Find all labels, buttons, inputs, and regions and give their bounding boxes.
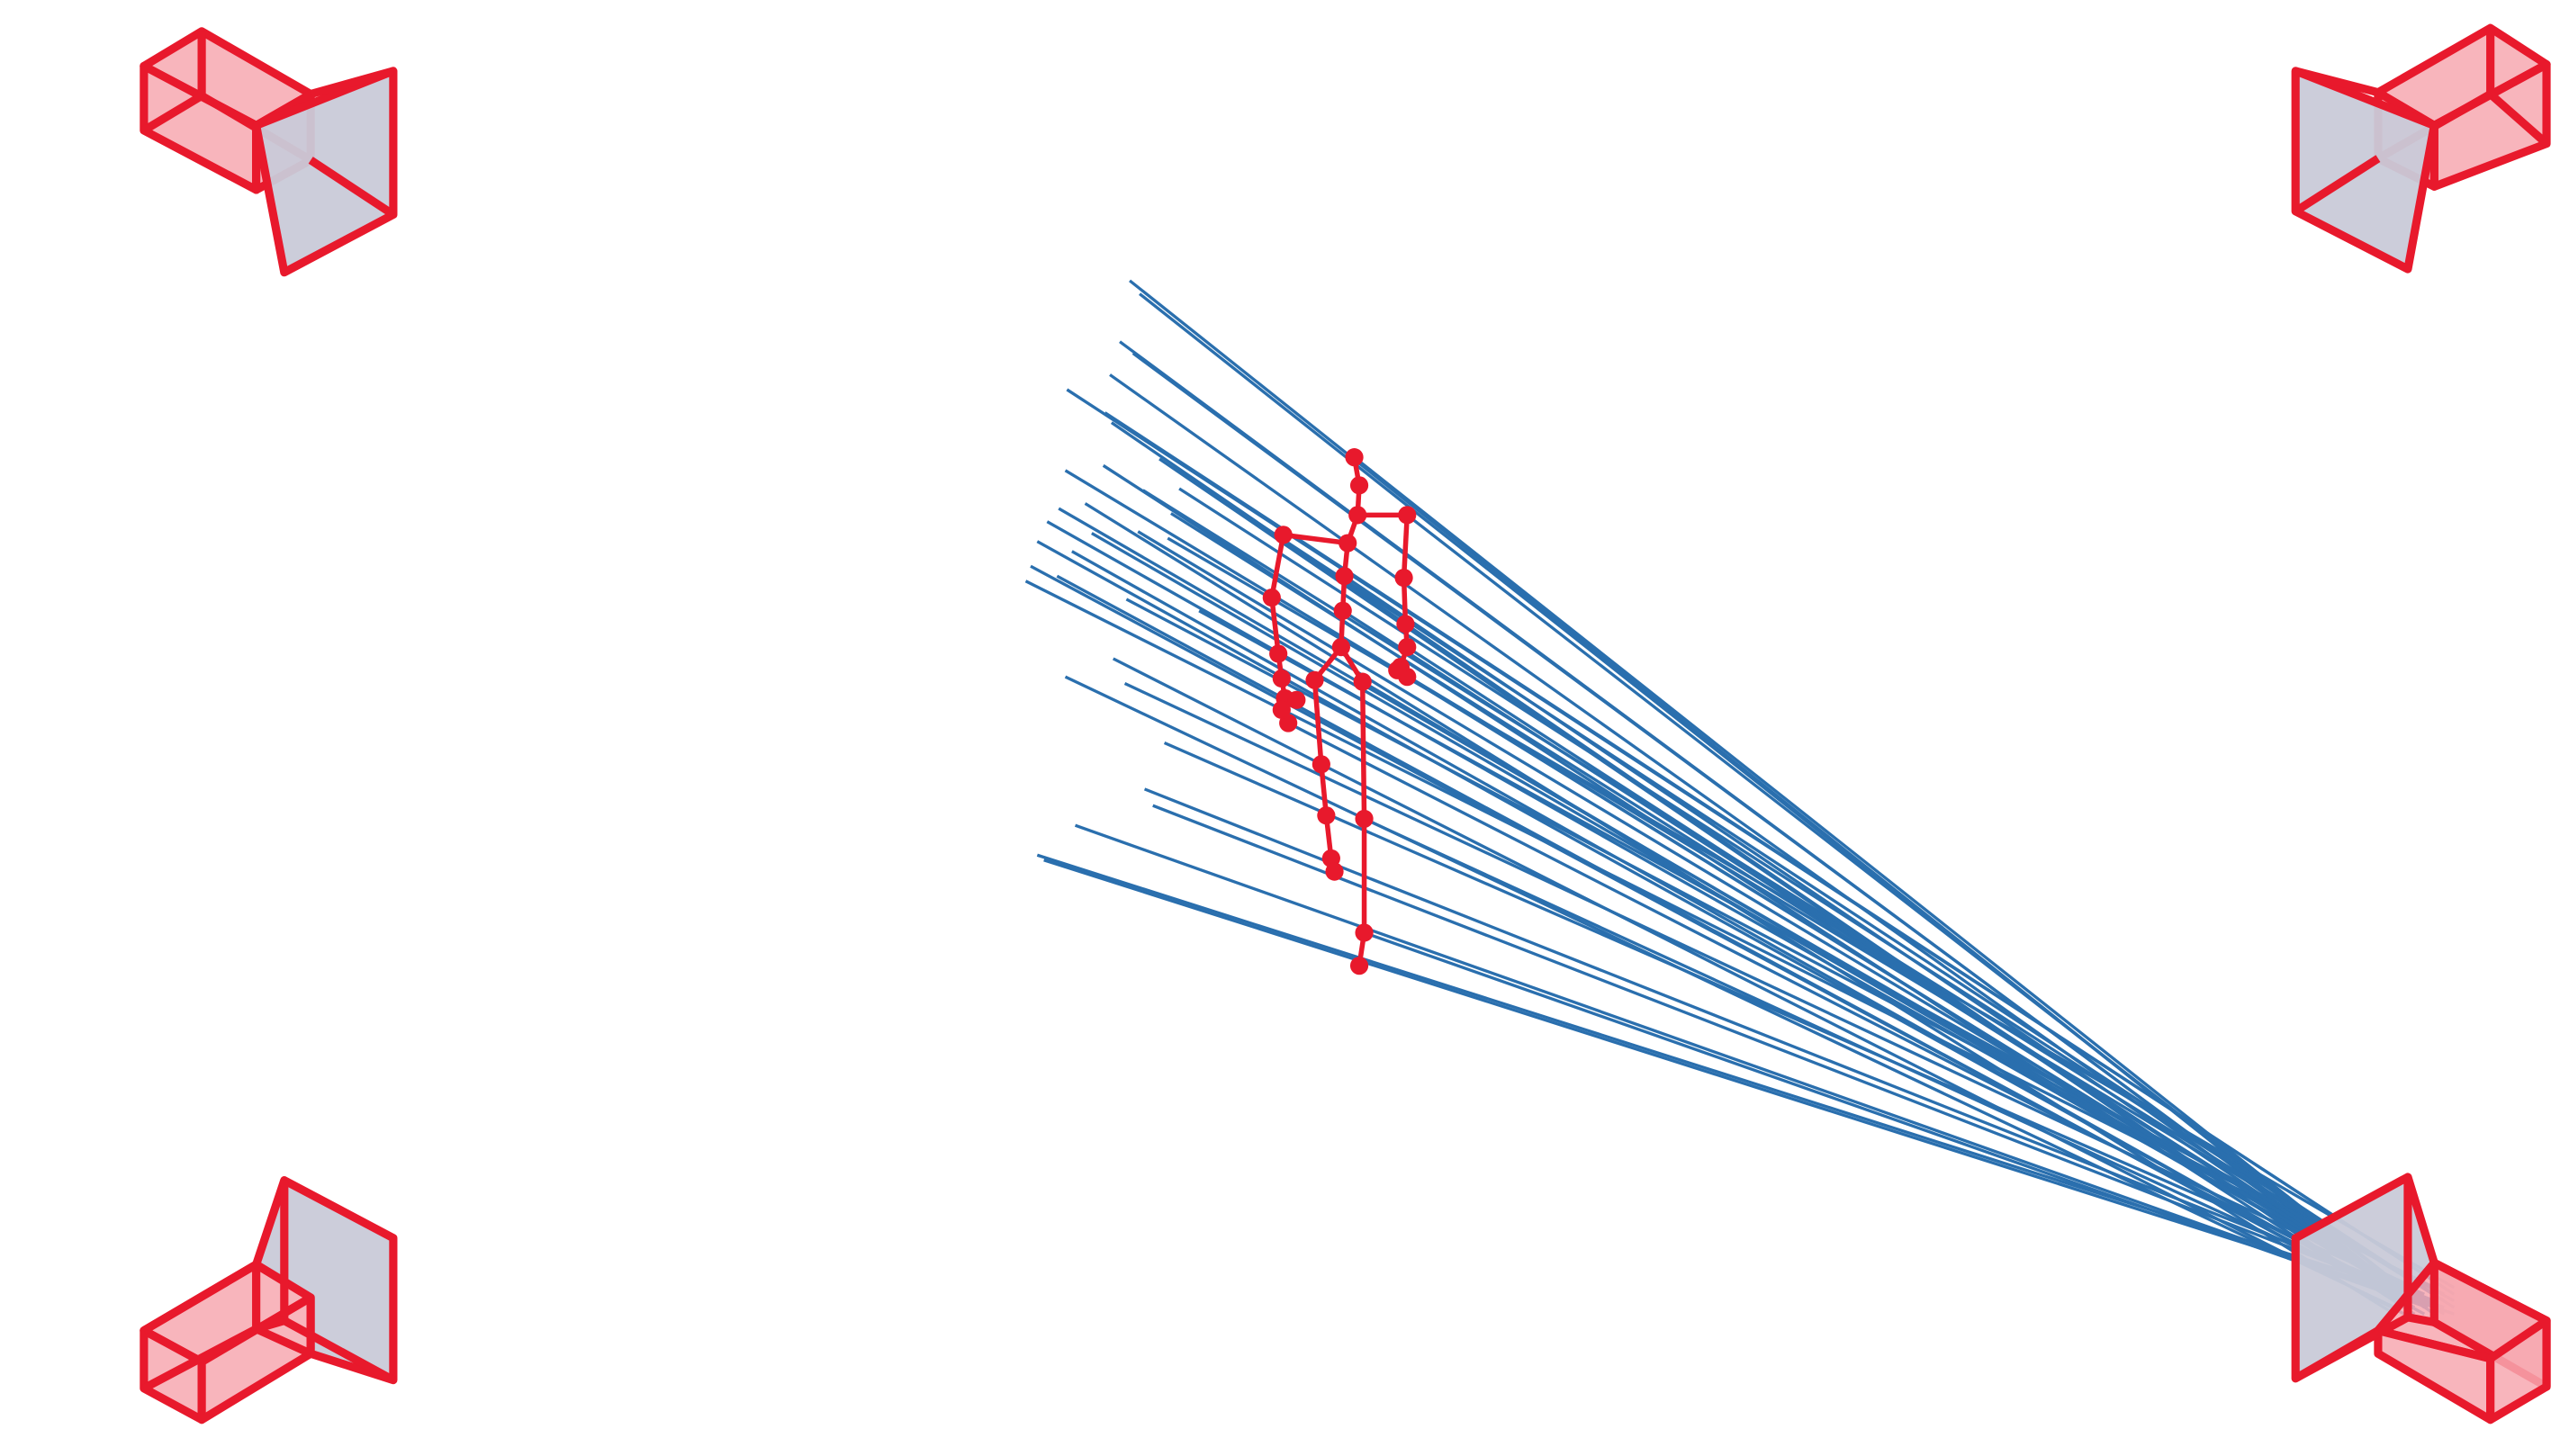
skeleton-joint[interactable] (1394, 568, 1413, 588)
skeleton-bone (1269, 597, 1281, 654)
skeleton-joint[interactable] (1345, 448, 1364, 467)
camera-top-left[interactable] (140, 27, 398, 277)
skeleton-joint[interactable] (1398, 638, 1417, 657)
projection-ray (1364, 930, 2429, 1309)
projection-ray (1406, 514, 2429, 1309)
projection-ray (1178, 487, 2446, 1302)
skeleton-joint[interactable] (1317, 806, 1336, 825)
projection-ray (1152, 804, 2445, 1309)
projection-ray (1043, 858, 2405, 1296)
skeleton-joint[interactable] (1349, 957, 1369, 975)
skeleton-bone (1359, 681, 1367, 819)
skeleton-joint[interactable] (1349, 476, 1369, 495)
skeleton-joint[interactable] (1272, 700, 1291, 719)
skeleton-joint[interactable] (1305, 670, 1324, 689)
projection-ray (1343, 574, 2429, 1309)
skeleton-joint[interactable] (1398, 506, 1417, 525)
skeleton-joint[interactable] (1339, 534, 1357, 553)
skeleton-bone (1312, 679, 1324, 765)
skeleton-bone (1283, 532, 1348, 546)
skeleton-joint[interactable] (1333, 601, 1352, 620)
skeleton-joint[interactable] (1348, 506, 1367, 525)
skeleton-joint[interactable] (1388, 661, 1407, 679)
camera-bottom-left[interactable] (140, 1176, 398, 1425)
skeleton-joint[interactable] (1269, 644, 1288, 663)
projection-ray (1163, 741, 2425, 1296)
projection-ray (1123, 681, 2415, 1290)
projection-ray (1104, 411, 2456, 1296)
projection-ray (1406, 645, 2429, 1309)
skeleton-joint[interactable] (1353, 672, 1372, 691)
projection-ray (1287, 722, 2429, 1309)
skeleton-joint[interactable] (1272, 669, 1291, 688)
projection-ray (1396, 669, 2429, 1309)
skeleton-joint[interactable] (1396, 615, 1415, 634)
projection-ray (1361, 680, 2429, 1309)
projection-ray (1353, 455, 2429, 1309)
skeleton-joint[interactable] (1312, 755, 1330, 774)
projection-ray (1024, 580, 2436, 1290)
projection-ray (1143, 787, 2435, 1303)
skeleton-joint[interactable] (1287, 690, 1306, 709)
skeleton-bone (1269, 534, 1286, 598)
skeleton-joint[interactable] (1325, 862, 1344, 881)
skeleton-joint[interactable] (1262, 588, 1281, 607)
projection-ray (1139, 292, 2406, 1296)
skeleton-bone (1401, 515, 1411, 579)
skeleton-joint[interactable] (1355, 809, 1374, 828)
skeleton-joint[interactable] (1274, 526, 1293, 544)
skeleton-joints (1262, 448, 1417, 975)
skeleton-joint[interactable] (1331, 638, 1350, 657)
skeleton-joint[interactable] (1335, 567, 1354, 586)
projection-rays (1024, 279, 2456, 1316)
camera-bottom-right[interactable] (2291, 1173, 2551, 1425)
projection-ray (1071, 550, 2406, 1302)
projection-ray (1171, 465, 2436, 1296)
camera-top-right[interactable] (2291, 23, 2551, 274)
projection-ray (1064, 675, 2395, 1309)
projection-ray (1363, 817, 2429, 1309)
skeleton-joint[interactable] (1355, 923, 1374, 942)
